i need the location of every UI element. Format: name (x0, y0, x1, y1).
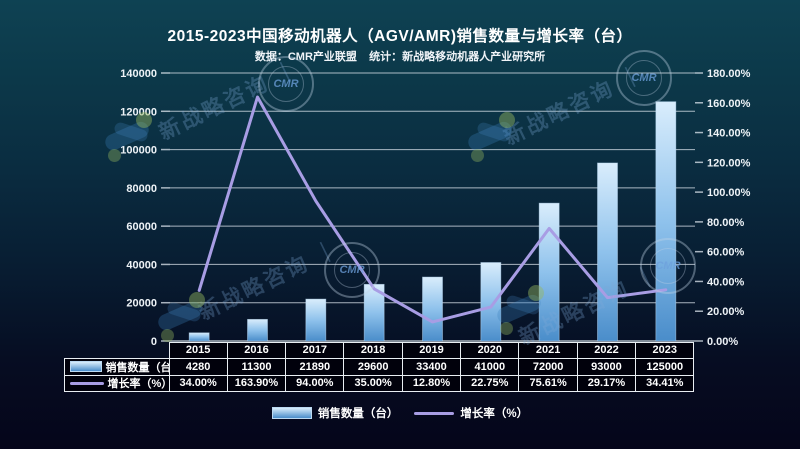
y-left-tick-label: 80000 (126, 183, 157, 195)
table-value-cell: 11300 (226, 358, 287, 376)
y-right-tick-label: 100.00% (707, 187, 751, 199)
y-right-tick-label: 160.00% (707, 98, 751, 110)
table-value-cell: 29.17% (576, 374, 637, 392)
sales-bar-2017 (305, 298, 327, 342)
y-left-tick-label: 120000 (120, 106, 157, 118)
y-right-tick-label: 20.00% (707, 306, 745, 318)
table-year-header: 2022 (576, 341, 637, 359)
chart-subtitle: 数据：CMR产业联盟 统计：新战略移动机器人产业研究所 (254, 51, 546, 63)
table-year-header: 2015 (168, 341, 228, 359)
line-swatch-icon (414, 411, 455, 415)
sales-bar-2021 (538, 202, 560, 342)
table-row-label: 增长率（%） (63, 374, 173, 392)
sales-bar-2022 (597, 162, 618, 342)
y-left-tick-label: 140000 (120, 68, 157, 80)
y-right-tick-label: 40.00% (707, 276, 745, 288)
table-row-label-text: 销售数量（台） (105, 361, 183, 374)
growth-line (197, 95, 668, 324)
y-right-tick-label: 80.00% (707, 217, 745, 229)
table-value-cell: 72000 (518, 358, 578, 376)
sales-bar-2018 (363, 283, 385, 342)
growth-rate-line (197, 95, 668, 324)
table-value-cell: 12.80% (401, 374, 462, 392)
table-year-header: 2021 (518, 341, 578, 359)
y-left-tick-label: 100000 (120, 145, 157, 157)
table-row-label: 销售数量（台） (63, 358, 183, 376)
y-right-tick-label: 140.00% (707, 128, 751, 140)
table-value-cell: 4280 (168, 358, 228, 376)
y-left-tick-label: 20000 (126, 298, 157, 310)
legend-item-growth: 增长率（%） (414, 405, 528, 421)
table-value-cell: 33400 (401, 358, 462, 376)
bar-swatch-icon (69, 361, 102, 373)
y-right-tick-label: 60.00% (707, 247, 745, 259)
table-value-cell: 93000 (576, 358, 637, 376)
table-year-header: 2016 (226, 341, 287, 359)
sales-bar-2019 (422, 276, 443, 342)
sales-bar-2016 (247, 318, 268, 342)
sales-bars (188, 101, 677, 342)
table-year-header: 2020 (460, 341, 520, 359)
axes: 0 20000 40000 60000 80000 100000 120000 140000 0… (120, 68, 750, 348)
table-corner-spacer (64, 342, 170, 360)
table-value-cell: 163.90% (226, 374, 287, 392)
sales-bar-2020 (480, 262, 502, 342)
y-left-tick-label: 60000 (126, 221, 157, 233)
chart-legend: 销售数量（台） 增长率（%） (0, 405, 800, 421)
sales-bar-2015 (188, 332, 210, 342)
table-value-cell: 35.00% (343, 374, 403, 392)
table-year-header: 2023 (635, 341, 695, 359)
chart-title: 2015-2023中国移动机器人（AGV/AMR)销售数量与增长率（台） (167, 28, 633, 45)
bar-swatch-icon (271, 407, 312, 419)
table-value-cell: 41000 (460, 358, 520, 376)
table-value-cell: 22.75% (460, 374, 520, 392)
y-right-tick-label: 120.00% (707, 157, 751, 169)
line-swatch-icon (69, 381, 104, 385)
legend-item-sales: 销售数量（台） (271, 405, 399, 421)
table-year-header: 2018 (343, 341, 403, 359)
legend-growth-label: 增长率（%） (460, 408, 529, 420)
table-row-label-text: 增长率（%） (107, 378, 173, 391)
table-value-cell: 29600 (343, 358, 403, 376)
table-value-cell: 21890 (285, 358, 345, 376)
table-value-cell: 75.61% (518, 374, 578, 392)
table-value-cell: 34.41% (635, 374, 695, 392)
table-year-header: 2019 (401, 341, 462, 359)
y-left-tick-label: 40000 (126, 259, 157, 271)
table-value-cell: 34.00% (168, 374, 228, 392)
table-value-cell: 125000 (635, 358, 695, 376)
y-right-tick-label: 0.00% (707, 336, 738, 348)
table-value-cell: 94.00% (285, 374, 345, 392)
y-right-tick-label: 180.00% (707, 68, 751, 80)
legend-sales-label: 销售数量（台） (317, 408, 399, 420)
sales-bar-2023 (655, 101, 677, 342)
table-year-header: 2017 (285, 341, 345, 359)
y-left-tick-label: 0 (151, 336, 157, 348)
data-table: 2015 2016 2017 2018 2019 2020 2021 2022 2023 销售数量… (63, 341, 695, 392)
